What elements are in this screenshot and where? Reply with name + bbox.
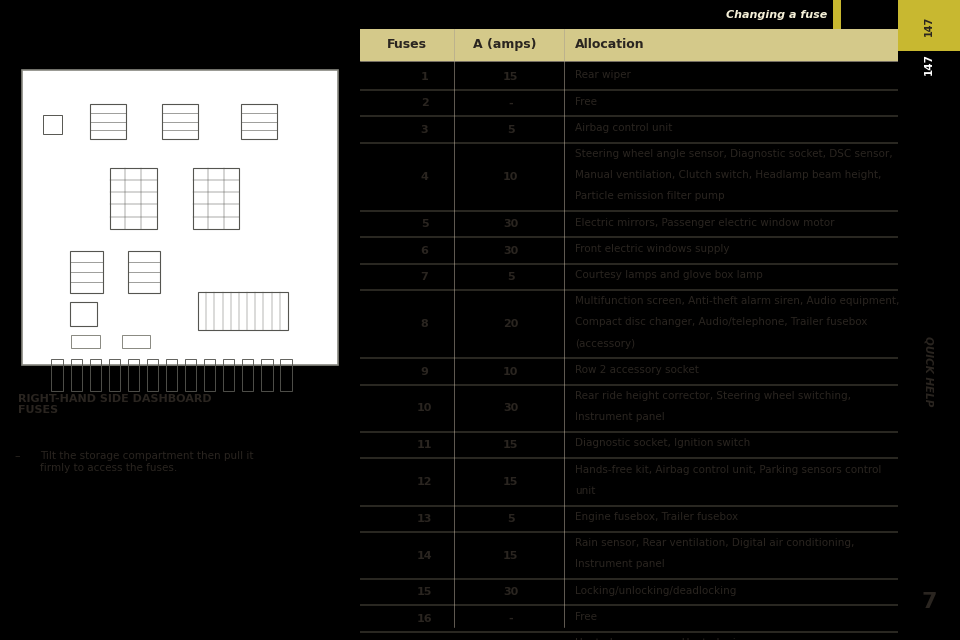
- Bar: [128, 359, 139, 391]
- Bar: [261, 359, 273, 391]
- Bar: [122, 335, 151, 348]
- Bar: [52, 359, 62, 391]
- Bar: [162, 104, 198, 139]
- Text: Front electric windows supply: Front electric windows supply: [575, 244, 730, 254]
- Text: 30: 30: [503, 246, 518, 255]
- Bar: [360, 29, 898, 61]
- Bar: [70, 252, 103, 293]
- Text: Rain sensor, Rear ventilation, Digital air conditioning,: Rain sensor, Rear ventilation, Digital a…: [575, 538, 854, 548]
- Bar: [0, 0, 360, 29]
- Text: 13: 13: [417, 514, 432, 524]
- Bar: [280, 359, 292, 391]
- Text: 7: 7: [420, 272, 428, 282]
- Text: Heated rear screen, Heated mirrors: Heated rear screen, Heated mirrors: [575, 638, 760, 640]
- Bar: [90, 104, 126, 139]
- Text: Rear ride height corrector, Steering wheel switching,: Rear ride height corrector, Steering whe…: [575, 391, 851, 401]
- Text: Manual ventilation, Clutch switch, Headlamp beam height,: Manual ventilation, Clutch switch, Headl…: [575, 170, 881, 180]
- Bar: [193, 168, 239, 228]
- Bar: [70, 302, 97, 326]
- Text: unit: unit: [575, 486, 595, 496]
- Text: 16: 16: [417, 614, 432, 623]
- Text: 5: 5: [507, 272, 515, 282]
- Bar: [241, 104, 277, 139]
- Bar: [898, 0, 960, 51]
- Text: 147: 147: [924, 53, 934, 75]
- Text: Diagnostic socket, Ignition switch: Diagnostic socket, Ignition switch: [575, 438, 751, 449]
- Text: 1: 1: [420, 72, 428, 82]
- Text: Steering wheel angle sensor, Diagnostic socket, DSC sensor,: Steering wheel angle sensor, Diagnostic …: [575, 149, 893, 159]
- Text: 9: 9: [420, 367, 428, 376]
- Text: Multifunction screen, Anti-theft alarm siren, Audio equipment,: Multifunction screen, Anti-theft alarm s…: [575, 296, 900, 307]
- Text: 5: 5: [507, 125, 515, 134]
- Text: 12: 12: [417, 477, 432, 487]
- Bar: [198, 292, 288, 330]
- Text: 10: 10: [503, 172, 518, 182]
- Text: Changing a fuse: Changing a fuse: [727, 10, 828, 20]
- Bar: [109, 168, 156, 228]
- Text: Tilt the storage compartment then pull it
firmly to access the fuses.: Tilt the storage compartment then pull i…: [39, 451, 253, 473]
- Text: Free: Free: [575, 612, 597, 622]
- Text: 10: 10: [503, 367, 518, 376]
- Text: 20: 20: [503, 319, 518, 329]
- Text: 4: 4: [420, 172, 428, 182]
- Bar: [360, 0, 898, 29]
- Text: 30: 30: [503, 588, 518, 597]
- Text: Rear wiper: Rear wiper: [575, 70, 631, 81]
- Text: 30: 30: [503, 220, 518, 229]
- Text: 15: 15: [503, 440, 518, 450]
- Text: Allocation: Allocation: [575, 38, 645, 51]
- Text: Electric mirrors, Passenger electric window motor: Electric mirrors, Passenger electric win…: [575, 218, 834, 228]
- Text: Instrument panel: Instrument panel: [575, 412, 664, 422]
- Bar: [147, 359, 158, 391]
- Bar: [166, 359, 177, 391]
- Text: Compact disc changer, Audio/telephone, Trailer fusebox: Compact disc changer, Audio/telephone, T…: [575, 317, 868, 328]
- Text: 15: 15: [503, 550, 518, 561]
- Bar: [21, 70, 338, 365]
- Bar: [89, 359, 101, 391]
- Text: -: -: [508, 99, 513, 108]
- Bar: [71, 335, 100, 348]
- Text: 7: 7: [921, 591, 937, 612]
- Bar: [108, 359, 120, 391]
- Bar: [185, 359, 196, 391]
- Text: 11: 11: [417, 440, 432, 450]
- Text: 2: 2: [420, 99, 428, 108]
- Bar: [128, 252, 160, 293]
- Text: 147: 147: [924, 15, 934, 36]
- Text: 15: 15: [503, 477, 518, 487]
- Text: (accessory): (accessory): [575, 339, 636, 349]
- Bar: [204, 359, 215, 391]
- Text: Locking/unlocking/deadlocking: Locking/unlocking/deadlocking: [575, 586, 736, 596]
- Text: 15: 15: [503, 72, 518, 82]
- Text: Hands-free kit, Airbag control unit, Parking sensors control: Hands-free kit, Airbag control unit, Par…: [575, 465, 881, 475]
- Text: 5: 5: [507, 514, 515, 524]
- Bar: [71, 359, 82, 391]
- Text: Engine fusebox, Trailer fusebox: Engine fusebox, Trailer fusebox: [575, 512, 738, 522]
- Text: Fuses: Fuses: [387, 38, 427, 51]
- Text: Courtesy lamps and glove box lamp: Courtesy lamps and glove box lamp: [575, 270, 763, 280]
- Text: 5: 5: [420, 220, 428, 229]
- Text: 15: 15: [417, 588, 432, 597]
- Text: 6: 6: [420, 246, 428, 255]
- Text: Instrument panel: Instrument panel: [575, 559, 664, 570]
- Text: –: –: [14, 451, 20, 461]
- Bar: [242, 359, 253, 391]
- Text: -: -: [508, 614, 513, 623]
- Bar: [833, 0, 841, 29]
- Bar: [223, 359, 234, 391]
- Bar: [43, 115, 61, 134]
- Text: Particle emission filter pump: Particle emission filter pump: [575, 191, 725, 202]
- Text: Free: Free: [575, 97, 597, 107]
- Text: Row 2 accessory socket: Row 2 accessory socket: [575, 365, 699, 375]
- Text: 14: 14: [417, 550, 432, 561]
- Text: 8: 8: [420, 319, 428, 329]
- Text: RIGHT-HAND SIDE DASHBOARD
FUSES: RIGHT-HAND SIDE DASHBOARD FUSES: [18, 394, 211, 415]
- Text: A (amps): A (amps): [473, 38, 537, 51]
- Text: 3: 3: [420, 125, 428, 134]
- Text: 10: 10: [417, 403, 432, 413]
- Text: QUICK HELP: QUICK HELP: [924, 336, 934, 406]
- Text: Airbag control unit: Airbag control unit: [575, 123, 672, 133]
- Text: 30: 30: [503, 403, 518, 413]
